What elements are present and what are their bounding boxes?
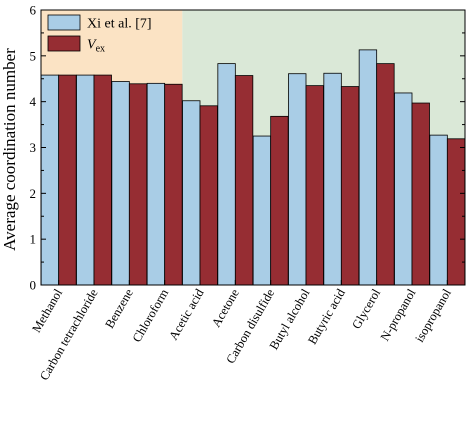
bar-series2-9 xyxy=(376,63,395,286)
bar-series2-5 xyxy=(234,75,254,286)
bar-series1-11 xyxy=(429,134,448,286)
y-tick-label: 0 xyxy=(30,278,37,293)
y-tick-label: 4 xyxy=(30,94,37,109)
x-category-label: Benzene xyxy=(102,286,136,331)
x-category-label: isopropanol xyxy=(412,286,454,345)
y-axis-label: Average coordination number xyxy=(0,48,19,251)
x-category-label: Methanol xyxy=(29,286,65,335)
x-category-label: Acetone xyxy=(209,286,242,329)
y-tick-label: 2 xyxy=(30,186,37,201)
bar-series1-10 xyxy=(394,92,413,286)
legend: Xi et al. [7] Vex xyxy=(47,14,152,55)
x-category-label: Acetic acid xyxy=(166,286,207,343)
bar-series1-8 xyxy=(323,72,342,286)
bar-series1-3 xyxy=(146,82,166,286)
bar-series1-2 xyxy=(111,81,130,286)
bar-series2-2 xyxy=(128,83,148,286)
x-category-label: N-propanol xyxy=(378,286,419,343)
bar-series2-1 xyxy=(93,74,112,286)
bar-series2-8 xyxy=(340,86,360,286)
x-category-label: Glycerol xyxy=(349,286,383,331)
y-tick-label: 3 xyxy=(30,140,37,155)
legend-swatch-1 xyxy=(47,14,81,31)
bar-series2-3 xyxy=(164,83,183,286)
legend-label-1: Xi et al. [7] xyxy=(87,17,152,32)
y-axis: 0 1 2 3 4 5 6 xyxy=(30,3,465,293)
bar-series2-11 xyxy=(446,138,466,286)
bar-series1-6 xyxy=(252,135,272,286)
bar-series1-5 xyxy=(217,63,236,286)
bar-series2-7 xyxy=(305,85,324,286)
bar-series1-4 xyxy=(182,100,201,286)
bars xyxy=(40,49,466,286)
bar-series2-4 xyxy=(199,105,218,286)
legend-swatch-2 xyxy=(47,35,81,52)
bar-series2-10 xyxy=(411,102,430,286)
bar-series2-0 xyxy=(58,74,77,286)
legend-label-2: Vex xyxy=(87,38,105,55)
bar-series1-0 xyxy=(40,74,60,286)
y-tick-label: 5 xyxy=(30,48,37,63)
y-tick-label: 6 xyxy=(30,3,37,18)
bar-series1-1 xyxy=(76,74,95,286)
bar-series1-9 xyxy=(358,49,378,286)
y-tick-label: 1 xyxy=(30,232,37,247)
bar-series1-7 xyxy=(288,73,307,286)
bar-series2-6 xyxy=(270,115,289,286)
